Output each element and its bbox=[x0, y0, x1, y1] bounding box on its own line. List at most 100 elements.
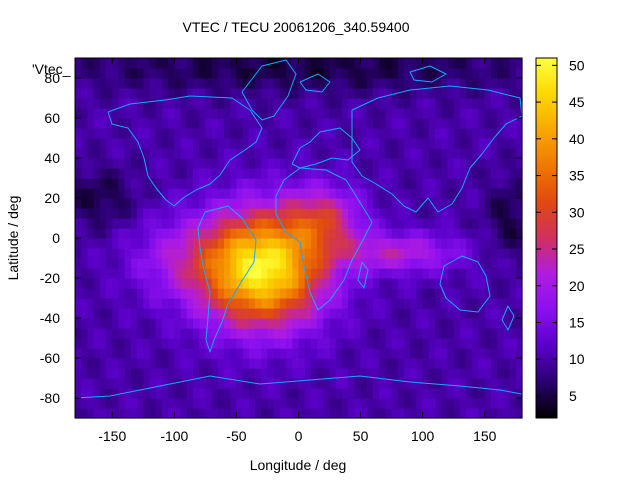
heatmap-cell bbox=[192, 368, 200, 379]
heatmap-cell bbox=[261, 178, 269, 189]
heatmap-cell bbox=[509, 178, 517, 189]
heatmap-cell bbox=[323, 158, 331, 169]
heatmap-cell bbox=[192, 78, 200, 89]
heatmap-cell bbox=[192, 328, 200, 339]
heatmap-cell bbox=[397, 388, 405, 399]
heatmap-cell bbox=[106, 168, 113, 179]
heatmap-cell bbox=[329, 178, 337, 189]
heatmap-cell bbox=[174, 158, 182, 169]
heatmap-cell bbox=[466, 298, 473, 309]
heatmap-cell bbox=[81, 268, 89, 279]
heatmap-cell bbox=[453, 278, 461, 289]
heatmap-cell bbox=[366, 328, 374, 339]
heatmap-cell bbox=[279, 328, 287, 339]
heatmap-cell bbox=[410, 208, 418, 219]
heatmap-cell bbox=[99, 298, 107, 309]
heatmap-cell bbox=[112, 348, 120, 359]
heatmap-cell bbox=[273, 178, 281, 189]
heatmap-cell bbox=[211, 98, 219, 109]
heatmap-cell bbox=[435, 188, 442, 199]
heatmap-cell bbox=[236, 158, 244, 169]
heatmap-cell bbox=[447, 138, 455, 149]
heatmap-cell bbox=[360, 178, 368, 189]
heatmap-cell bbox=[435, 268, 442, 279]
heatmap-cell bbox=[155, 408, 163, 419]
heatmap-cell bbox=[335, 108, 343, 119]
heatmap-cell bbox=[267, 158, 275, 169]
heatmap-cell bbox=[242, 78, 250, 89]
heatmap-cell bbox=[509, 388, 517, 399]
heatmap-cell bbox=[267, 368, 275, 379]
heatmap-cell bbox=[366, 228, 374, 239]
heatmap-cell bbox=[137, 378, 144, 389]
heatmap-cell bbox=[143, 278, 151, 289]
heatmap-cell bbox=[273, 158, 281, 169]
heatmap-cell bbox=[224, 248, 231, 259]
heatmap-cell bbox=[360, 378, 368, 389]
heatmap-cell bbox=[373, 378, 380, 389]
heatmap-cell bbox=[484, 238, 492, 249]
heatmap-cell bbox=[236, 358, 244, 369]
heatmap-cell bbox=[292, 338, 300, 349]
heatmap-cell bbox=[373, 308, 380, 319]
heatmap-cell bbox=[261, 338, 269, 349]
heatmap-cell bbox=[348, 328, 355, 339]
heatmap-cell bbox=[354, 358, 362, 369]
heatmap-cell bbox=[472, 208, 480, 219]
heatmap-cell bbox=[211, 268, 219, 279]
heatmap-cell bbox=[335, 358, 343, 369]
heatmap-cell bbox=[81, 168, 89, 179]
heatmap-cell bbox=[242, 98, 250, 109]
heatmap-cell bbox=[130, 268, 138, 279]
heatmap-cell bbox=[248, 98, 256, 109]
heatmap-cell bbox=[515, 188, 523, 199]
heatmap-cell bbox=[99, 118, 107, 129]
heatmap-cell bbox=[93, 208, 101, 219]
heatmap-cell bbox=[81, 88, 89, 99]
heatmap-cell bbox=[248, 288, 256, 299]
heatmap-cell bbox=[354, 58, 362, 69]
heatmap-cell bbox=[497, 298, 504, 309]
heatmap-cell bbox=[174, 278, 182, 289]
heatmap-cell bbox=[267, 88, 275, 99]
heatmap-cell bbox=[112, 168, 120, 179]
heatmap-cell bbox=[224, 268, 231, 279]
heatmap-cell bbox=[497, 348, 504, 359]
heatmap-cell bbox=[422, 288, 430, 299]
heatmap-cell bbox=[373, 188, 380, 199]
heatmap-cell bbox=[348, 158, 355, 169]
heatmap-cell bbox=[224, 78, 231, 89]
heatmap-cell bbox=[99, 128, 107, 139]
heatmap-cell bbox=[397, 78, 405, 89]
heatmap-cell bbox=[317, 58, 324, 69]
heatmap-cell bbox=[248, 348, 256, 359]
heatmap-cell bbox=[447, 308, 455, 319]
heatmap-cell bbox=[323, 228, 331, 239]
heatmap-cell bbox=[273, 258, 281, 269]
heatmap-cell bbox=[447, 118, 455, 129]
heatmap-cell bbox=[211, 338, 219, 349]
heatmap-cell bbox=[286, 168, 293, 179]
heatmap-cell bbox=[99, 278, 107, 289]
heatmap-cell bbox=[192, 298, 200, 309]
heatmap-cell bbox=[410, 78, 418, 89]
heatmap-cell bbox=[192, 348, 200, 359]
heatmap-cell bbox=[441, 88, 449, 99]
heatmap-cell bbox=[310, 228, 318, 239]
heatmap-cell bbox=[391, 408, 399, 419]
heatmap-cell bbox=[503, 388, 511, 399]
heatmap-cell bbox=[360, 398, 368, 409]
heatmap-cell bbox=[310, 78, 318, 89]
heatmap-cell bbox=[391, 78, 399, 89]
heatmap-cell bbox=[273, 68, 281, 79]
heatmap-cell bbox=[379, 178, 387, 189]
heatmap-cell bbox=[137, 338, 144, 349]
heatmap-cell bbox=[81, 68, 89, 79]
heatmap-cell bbox=[261, 158, 269, 169]
heatmap-cell bbox=[205, 348, 213, 359]
heatmap-cell bbox=[224, 98, 231, 109]
heatmap-cell bbox=[75, 78, 82, 89]
heatmap-cell bbox=[161, 108, 169, 119]
heatmap-cell bbox=[503, 68, 511, 79]
heatmap-cell bbox=[509, 108, 517, 119]
